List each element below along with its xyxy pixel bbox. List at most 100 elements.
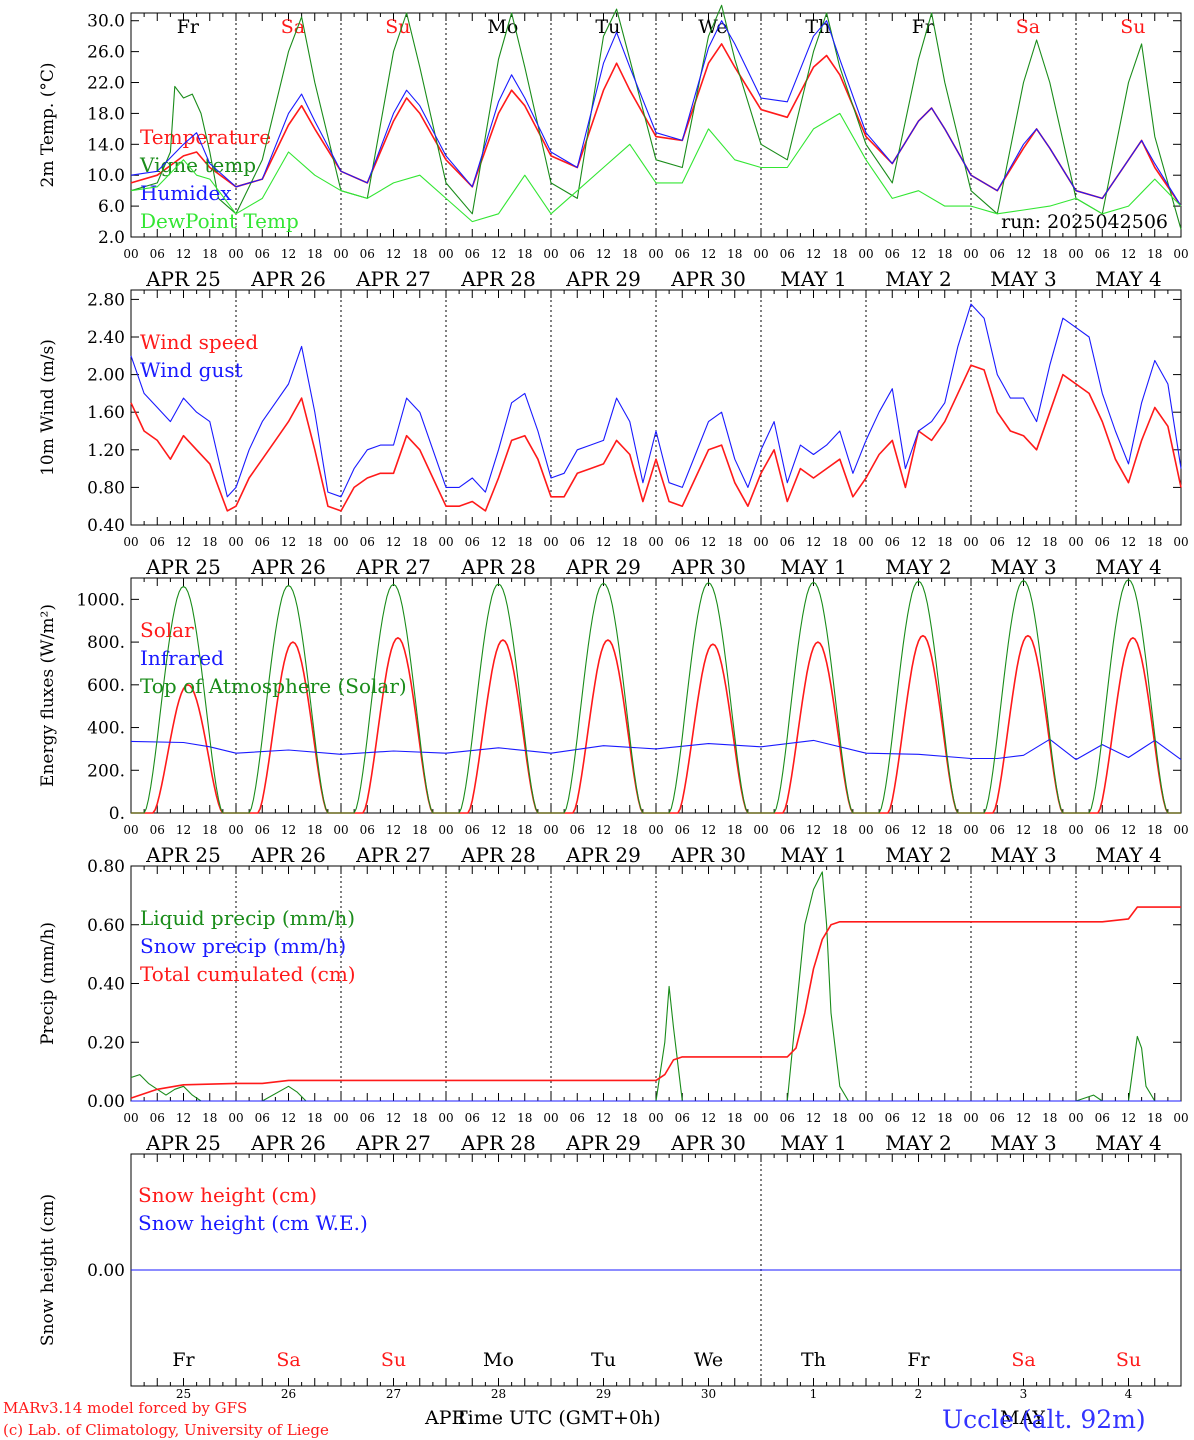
date-label: MAY 2: [885, 1131, 951, 1155]
hour-label: 00: [858, 823, 873, 837]
date-label: APR 25: [145, 843, 221, 867]
hour-label: 00: [438, 823, 453, 837]
date-label: APR 30: [670, 555, 746, 579]
hour-label: 00: [333, 1111, 348, 1125]
y-axis-title: 10m Wind (m/s): [38, 339, 58, 476]
hour-label: 12: [911, 247, 926, 261]
hour-label: 12: [1016, 1111, 1031, 1125]
hour-label: 06: [465, 535, 480, 549]
date-label: APR 25: [145, 555, 221, 579]
date-label: APR 27: [355, 267, 431, 291]
hour-label: 18: [622, 247, 637, 261]
weekday-label: Fr: [912, 16, 935, 38]
series-line-total-cumulated-cm-: [130, 906, 1181, 1099]
date-label: MAY 4: [1095, 555, 1161, 579]
hour-label: 12: [596, 247, 611, 261]
y-tick-label: 2.0: [98, 228, 125, 248]
hour-label: 12: [911, 535, 926, 549]
hour-label: 06: [675, 247, 690, 261]
date-label: MAY 3: [990, 555, 1056, 579]
hour-label: 00: [438, 535, 453, 549]
hour-label: 06: [255, 535, 270, 549]
hour-label: 00: [963, 823, 978, 837]
hour-label: 06: [150, 1111, 165, 1125]
hour-label: 12: [281, 535, 296, 549]
hour-label: 18: [727, 535, 742, 549]
y-tick-label: 2.00: [87, 366, 125, 386]
hour-label: 06: [780, 1111, 795, 1125]
hour-label: 00: [228, 1111, 243, 1125]
date-label: APR 29: [565, 555, 641, 579]
hour-label: 06: [150, 823, 165, 837]
weekday-label: Sa: [276, 1349, 300, 1371]
hour-label: 00: [333, 247, 348, 261]
y-tick-label: 2.80: [87, 290, 125, 310]
y-tick-label: 0.: [109, 804, 125, 824]
hour-label: 00: [1173, 1111, 1188, 1125]
date-label: MAY 4: [1095, 843, 1161, 867]
hour-label: 06: [780, 247, 795, 261]
hour-label: 12: [491, 247, 506, 261]
hour-label: 00: [648, 1111, 663, 1125]
hour-label: 12: [701, 535, 716, 549]
hour-label: 06: [780, 535, 795, 549]
hour-label: 06: [465, 247, 480, 261]
chart-panel-4: 0.00 0.20 0.40 0.60 0.80 Precip (mm/h) 00 06 12 1…: [38, 857, 1189, 1155]
hour-label: 12: [806, 823, 821, 837]
chart-panel-5: 0.00 Snow height (cm) Snow height (cm) Snow…: [38, 1153, 1182, 1401]
hour-label: 12: [1121, 823, 1136, 837]
hour-label: 06: [675, 1111, 690, 1125]
y-tick-label: 400.: [87, 719, 125, 739]
legend-entry: Humidex: [140, 181, 232, 205]
hour-label: 12: [806, 247, 821, 261]
month-label-may: MAY: [1000, 1407, 1045, 1429]
hour-label: 00: [543, 823, 558, 837]
hour-label: 12: [386, 247, 401, 261]
hour-label: 06: [465, 823, 480, 837]
day-number-label: 27: [386, 1387, 401, 1401]
date-label: APR 30: [670, 267, 746, 291]
hour-label: 00: [753, 247, 768, 261]
hour-label: 18: [622, 535, 637, 549]
hour-label: 18: [1042, 535, 1057, 549]
hour-label: 18: [412, 247, 427, 261]
hour-label: 00: [648, 823, 663, 837]
hour-label: 06: [360, 247, 375, 261]
hour-label: 00: [1068, 823, 1083, 837]
series-line-infrared: [130, 738, 1182, 761]
hour-label: 00: [858, 1111, 873, 1125]
hour-label: 18: [832, 823, 847, 837]
date-label: APR 29: [565, 1131, 641, 1155]
hour-label: 18: [1147, 1111, 1162, 1125]
hour-label: 06: [150, 247, 165, 261]
hour-label: 18: [412, 823, 427, 837]
hour-label: 00: [228, 535, 243, 549]
hour-label: 00: [753, 1111, 768, 1125]
y-tick-label: 1000.: [76, 590, 125, 610]
date-label: MAY 3: [990, 1131, 1056, 1155]
hour-label: 18: [1042, 823, 1057, 837]
hour-label: 18: [307, 247, 322, 261]
hour-label: 00: [438, 247, 453, 261]
hour-label: 00: [228, 247, 243, 261]
hour-label: 12: [1121, 247, 1136, 261]
hour-label: 18: [202, 247, 217, 261]
weekday-label: We: [694, 1349, 723, 1371]
y-tick-label: 30.0: [87, 12, 125, 32]
date-label: APR 30: [670, 1131, 746, 1155]
date-label: APR 26: [250, 267, 326, 291]
hour-label: 00: [1068, 535, 1083, 549]
weekday-label: Th: [805, 16, 830, 38]
hour-label: 18: [937, 823, 952, 837]
hour-label: 12: [806, 1111, 821, 1125]
lab-credit: (c) Lab. of Climatology, University of L…: [3, 1421, 329, 1439]
day-number-label: 1: [810, 1387, 818, 1401]
hour-label: 06: [570, 535, 585, 549]
x-axis-title: Time UTC (GMT+0h): [455, 1407, 661, 1429]
day-number-label: 2: [915, 1387, 923, 1401]
weekday-label: Su: [1116, 1349, 1141, 1371]
hour-label: 18: [727, 823, 742, 837]
hour-label: 12: [176, 1111, 191, 1125]
hour-label: 12: [1121, 1111, 1136, 1125]
y-tick-label: 26.0: [87, 43, 125, 63]
